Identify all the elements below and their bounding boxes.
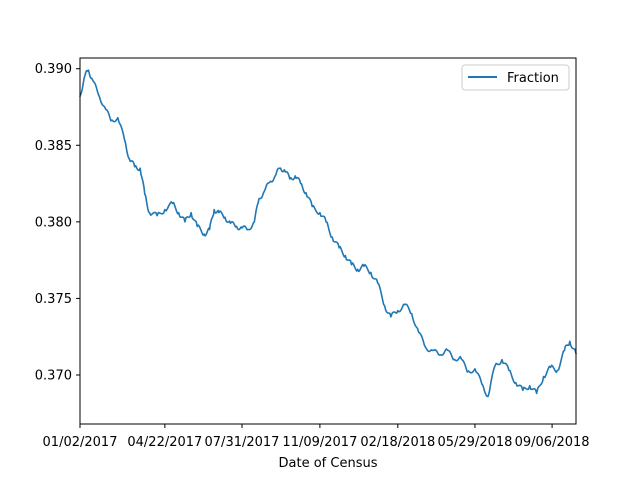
x-tick-label: 07/31/2017	[205, 435, 280, 450]
y-tick-label: 0.390	[35, 62, 72, 77]
x-axis: 01/02/2017 04/22/2017 07/31/2017 11/09/2017…	[43, 424, 590, 450]
y-axis: 0.370 0.375 0.380 0.385 0.390	[35, 62, 80, 383]
x-tick-label: 01/02/2017	[43, 435, 118, 450]
y-tick-label: 0.380	[35, 215, 72, 230]
series-line-fraction	[79, 69, 577, 398]
x-tick-label: 04/22/2017	[127, 435, 202, 450]
x-axis-title: Date of Census	[279, 456, 378, 471]
legend-label: Fraction	[507, 71, 559, 86]
x-tick-label: 11/09/2017	[282, 435, 357, 450]
plot-frame	[79, 57, 577, 425]
x-tick-label: 09/06/2018	[515, 435, 590, 450]
series-layer	[79, 69, 577, 398]
x-tick-label: 02/18/2018	[360, 435, 435, 450]
legend: Fraction	[461, 64, 570, 91]
legend-box	[461, 64, 570, 91]
plot-area	[80, 58, 576, 424]
y-tick-label: 0.385	[35, 139, 72, 154]
x-tick-label: 05/29/2018	[437, 435, 512, 450]
y-tick-label: 0.375	[35, 292, 72, 307]
y-tick-label: 0.370	[35, 368, 72, 383]
